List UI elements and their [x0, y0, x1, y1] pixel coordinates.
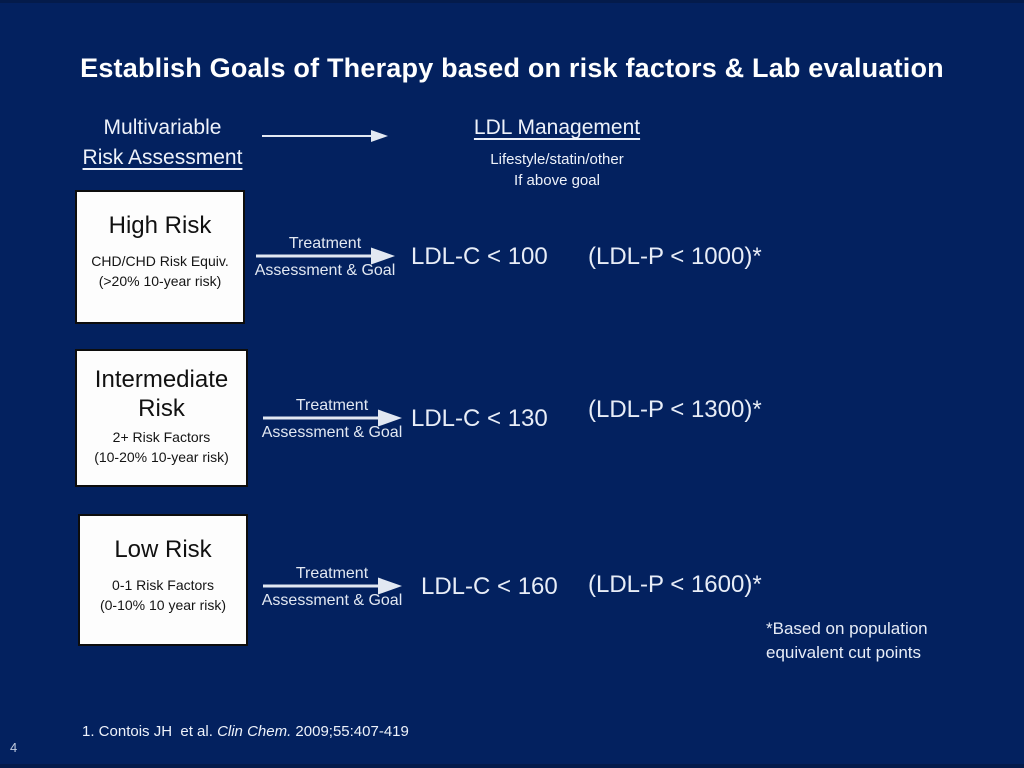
treatment-arrow-group-3: Treatment Assessment & Goal	[257, 564, 407, 610]
ldl-p-goal-1: (LDL-P < 1000)*	[588, 243, 762, 270]
multivariable-line: Multivariable	[103, 116, 222, 139]
treatment-arrow-icon	[250, 245, 400, 265]
references: 1. Contois JH et al. Clin Chem. 2009;55:…	[82, 676, 935, 768]
footnote-line1: *Based on population	[766, 619, 928, 638]
ldl-management-title: LDL Management	[473, 116, 641, 139]
assessment-goal-label-1: Assessment & Goal	[254, 262, 396, 279]
treatment-label-1: Treatment	[288, 235, 362, 252]
slide-title: Establish Goals of Therapy based on risk…	[80, 53, 944, 83]
treatment-arrow-icon	[257, 575, 407, 595]
high-risk-box-sub2: (>20% 10-year risk)	[98, 273, 222, 289]
low-risk-box-sub2: (0-10% 10 year risk)	[99, 597, 227, 613]
treatment-label-2: Treatment	[295, 397, 369, 414]
treatment-arrow-group-2: Treatment Assessment & Goal	[257, 396, 407, 442]
risk-assessment-line: Risk Assessment	[82, 146, 243, 169]
intermediate-risk-box-sub2: (10-20% 10-year risk)	[94, 449, 229, 465]
high-risk-box-sub1: CHD/CHD Risk Equiv.	[91, 253, 229, 269]
ldl-management-label: LDL Management Lifestyle/statin/other If…	[447, 114, 667, 191]
footnote: *Based on population equivalent cut poin…	[766, 617, 928, 665]
low-risk-box: Low Risk 0-1 Risk Factors (0-10% 10 year…	[78, 514, 248, 646]
treatment-arrow-group-1: Treatment Assessment & Goal	[250, 234, 400, 280]
header-flow-arrow-icon	[261, 128, 389, 149]
ldl-p-goal-3: (LDL-P < 1600)*	[588, 571, 762, 598]
multivariable-risk-assessment-label: Multivariable Risk Assessment	[55, 113, 270, 173]
intermediate-risk-box-sub1: 2+ Risk Factors	[112, 429, 211, 445]
assessment-goal-label-3: Assessment & Goal	[261, 592, 403, 609]
bottom-edge-strip	[0, 764, 1024, 768]
reference-1-pre: 1. Contois JH et al.	[82, 723, 218, 740]
low-risk-box-title: Low Risk	[114, 536, 212, 563]
intermediate-risk-box: Intermediate Risk 2+ Risk Factors (10-20…	[75, 349, 248, 487]
high-risk-box-title: High Risk	[108, 212, 212, 239]
intermediate-risk-box-title: Intermediate Risk	[94, 366, 229, 422]
ldl-c-goal-2: LDL-C < 130	[411, 405, 548, 432]
treatment-label-3: Treatment	[295, 565, 369, 582]
ldl-p-goal-2: (LDL-P < 1300)*	[588, 396, 762, 423]
reference-1: 1. Contois JH et al. Clin Chem. 2009;55:…	[82, 721, 935, 744]
ldl-management-sub1: Lifestyle/statin/other	[490, 151, 624, 168]
low-risk-box-sub1: 0-1 Risk Factors	[112, 577, 214, 593]
ldl-management-sub2: If above goal	[514, 172, 600, 189]
footnote-line2: equivalent cut points	[766, 643, 921, 662]
reference-1-post: 2009;55:407-419	[291, 723, 409, 740]
assessment-goal-label-2: Assessment & Goal	[261, 424, 403, 441]
ldl-c-goal-1: LDL-C < 100	[411, 243, 548, 270]
page-number: 4	[10, 740, 18, 755]
ldl-c-goal-3: LDL-C < 160	[421, 573, 558, 600]
reference-1-journal: Clin Chem.	[217, 723, 292, 740]
treatment-arrow-icon	[257, 407, 407, 427]
top-edge-strip	[0, 0, 1024, 3]
high-risk-box: High Risk CHD/CHD Risk Equiv. (>20% 10-y…	[75, 190, 245, 324]
